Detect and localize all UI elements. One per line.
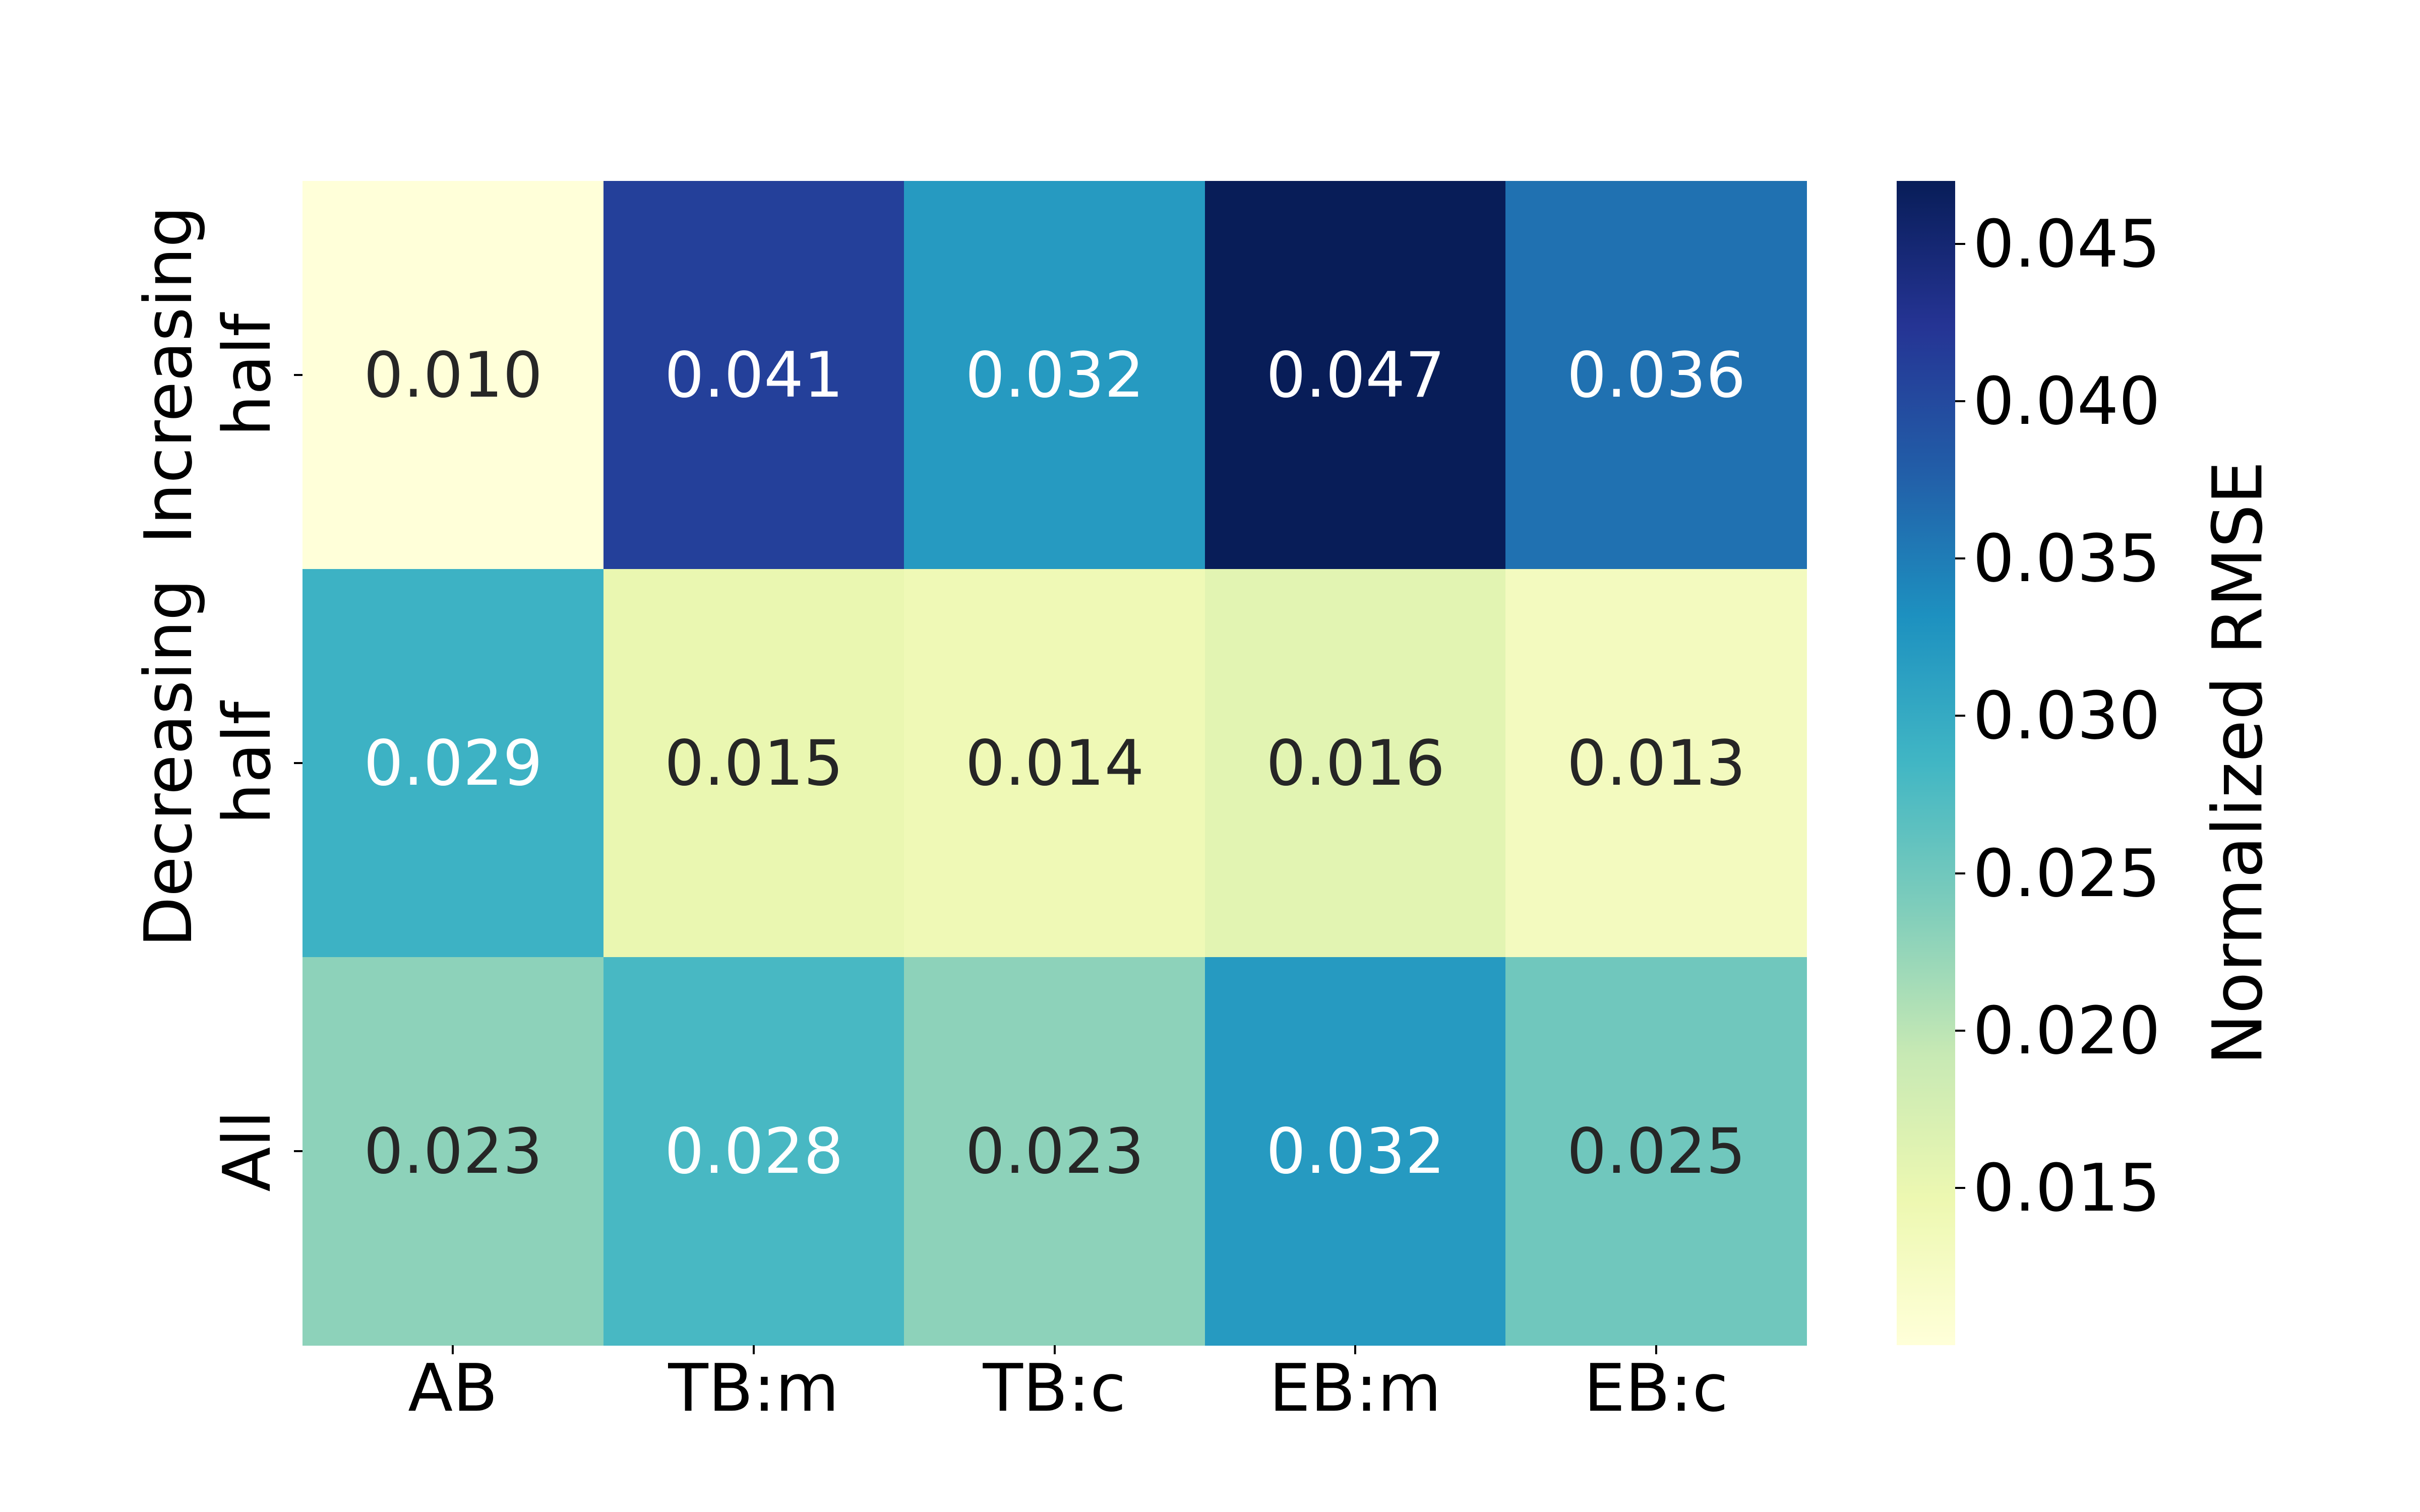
colorbar-tick-mark [1955,242,1965,245]
colorbar-tick-mark [1955,715,1965,717]
y-tick-mark [294,1150,302,1152]
cell-value: 0.041 [664,339,843,412]
heatmap-cell: 0.029 [302,569,604,958]
cell-value: 0.036 [1566,339,1746,412]
heatmap-cell: 0.047 [1204,181,1506,570]
cell-value: 0.028 [664,1115,843,1188]
heatmap-cell: 0.023 [302,957,604,1346]
x-tick-label: TB:c [983,1350,1126,1426]
x-tick-label: EB:m [1269,1350,1441,1426]
heatmap-cell: 0.036 [1505,181,1807,570]
colorbar-tick-label: 0.030 [1973,677,2161,754]
cell-value: 0.029 [364,727,543,800]
y-tick-label-line: half [209,313,285,436]
heatmap: 0.010 0.041 0.032 0.047 0.036 0.029 0.015 0.014… [302,181,1807,1346]
cell-value: 0.014 [965,727,1144,800]
colorbar-tick-mark [1955,1029,1965,1032]
colorbar-tick-label: 0.015 [1973,1149,2161,1226]
y-tick-label-line: Increasing [130,206,207,544]
colorbar-axis-label: Normalized RMSE [2198,461,2278,1065]
colorbar-tick-label: 0.040 [1973,363,2161,440]
colorbar-tick-label: 0.035 [1973,520,2161,597]
heatmap-cell: 0.023 [904,957,1205,1346]
cell-value: 0.013 [1566,727,1746,800]
heatmap-cell: 0.010 [302,181,604,570]
cell-value: 0.023 [965,1115,1144,1188]
y-tick-label: Decreasing half [129,579,286,948]
colorbar-gradient [1897,181,1955,1345]
x-tick-label: AB [408,1350,498,1426]
cell-value: 0.015 [664,727,843,800]
colorbar-tick-mark [1955,400,1965,403]
x-tick-mark [1655,1345,1657,1354]
x-tick-mark [1354,1345,1357,1354]
colorbar-tick-label: 0.025 [1973,835,2161,912]
cell-value: 0.047 [1266,339,1445,412]
colorbar-tick-label: 0.045 [1973,205,2161,282]
x-tick-label: TB:m [668,1350,839,1426]
heatmap-cell: 0.032 [1204,957,1506,1346]
y-tick-label: All [208,1110,286,1191]
heatmap-cell: 0.014 [904,569,1205,958]
y-tick-label-line: Decreasing [130,579,207,948]
colorbar-tick-mark [1955,1186,1965,1189]
y-tick-mark [294,374,302,376]
heatmap-cell: 0.016 [1204,569,1506,958]
heatmap-cell: 0.025 [1505,957,1807,1346]
heatmap-cell: 0.041 [603,181,905,570]
heatmap-cell: 0.032 [904,181,1205,570]
y-tick-label: Increasing half [129,206,286,544]
x-tick-mark [452,1345,454,1354]
y-tick-label-line: half [209,702,285,825]
y-tick-mark [294,762,302,764]
cell-value: 0.010 [364,339,543,412]
cell-value: 0.023 [364,1115,543,1188]
heatmap-cell: 0.015 [603,569,905,958]
colorbar-tick-mark [1955,557,1965,560]
heatmap-cell: 0.013 [1505,569,1807,958]
x-tick-mark [1053,1345,1056,1354]
cell-value: 0.025 [1566,1115,1746,1188]
heatmap-cell: 0.028 [603,957,905,1346]
x-tick-label: EB:c [1584,1350,1728,1426]
colorbar-tick-label: 0.020 [1973,992,2161,1069]
y-tick-label-line: All [209,1110,285,1192]
cell-value: 0.032 [1266,1115,1445,1188]
x-tick-mark [752,1345,755,1354]
cell-value: 0.032 [965,339,1144,412]
colorbar-tick-mark [1955,872,1965,874]
cell-value: 0.016 [1266,727,1445,800]
